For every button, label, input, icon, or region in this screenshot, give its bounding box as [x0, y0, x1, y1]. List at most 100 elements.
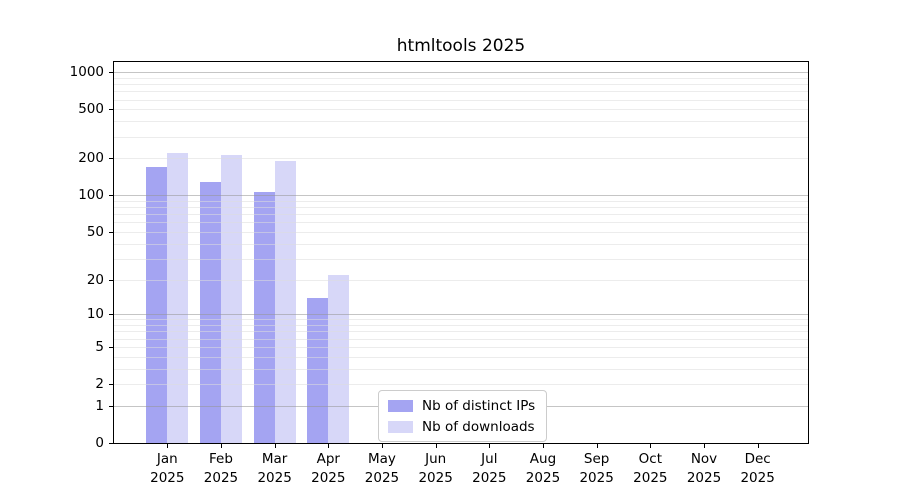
gridline-minor [114, 222, 808, 224]
gridline-minor [114, 258, 808, 260]
gridline-minor [114, 91, 808, 93]
y-tick-label: 1000 [69, 64, 104, 81]
gridline-minor [114, 84, 808, 86]
grid-layer [114, 62, 808, 443]
y-tick-mark [109, 346, 113, 348]
x-tick-mark [489, 444, 491, 448]
bar-distinct-ips [253, 192, 275, 443]
x-tick-label: Apr 2025 [296, 450, 360, 488]
y-tick-mark [109, 109, 113, 111]
gridline-major [114, 72, 808, 74]
x-tick-mark [650, 444, 652, 448]
gridline-major [114, 314, 808, 316]
x-tick-label: Jun 2025 [404, 450, 468, 488]
legend-label-downloads: Nb of downloads [422, 418, 535, 435]
y-tick-label: 10 [86, 306, 104, 323]
gridline-minor [114, 200, 808, 202]
bar-distinct-ips [199, 182, 221, 443]
legend-item-distinct-ips: Nb of distinct IPs [388, 397, 535, 414]
y-tick-label: 200 [78, 150, 104, 167]
gridline-minor [114, 214, 808, 216]
x-tick-mark [435, 444, 437, 448]
legend-label-distinct-ips: Nb of distinct IPs [422, 397, 536, 414]
x-tick-mark [328, 444, 330, 448]
x-tick-mark [704, 444, 705, 448]
y-tick-mark [109, 384, 113, 386]
x-tick-mark [542, 444, 544, 448]
gridline-minor [114, 356, 808, 358]
legend: Nb of distinct IPs Nb of downloads [378, 390, 548, 442]
x-tick-label: Feb 2025 [189, 450, 253, 488]
gridline-minor [114, 325, 808, 327]
x-tick-label: Oct 2025 [618, 450, 682, 488]
month-label: Dec [744, 451, 771, 467]
gridline-minor [114, 77, 808, 79]
month-label: Aug [529, 451, 557, 467]
legend-swatch-distinct-ips [388, 399, 413, 412]
month-label: Oct [638, 451, 662, 467]
y-tick-mark [109, 158, 113, 160]
year-label: 2025 [740, 470, 775, 486]
y-tick-mark [109, 195, 113, 197]
y-tick-label: 2 [95, 376, 104, 393]
x-tick-mark [596, 444, 598, 448]
gridline-minor [114, 232, 808, 234]
y-tick-mark [109, 314, 113, 316]
gridline-minor [114, 121, 808, 123]
x-tick-label: Sep 2025 [565, 450, 629, 488]
month-label: Feb [209, 451, 233, 467]
x-tick-label: Aug 2025 [511, 450, 575, 488]
month-label: Mar [261, 451, 288, 467]
x-tick-label: Jan 2025 [135, 450, 199, 488]
year-label: 2025 [311, 470, 346, 486]
y-tick-label: 20 [86, 271, 104, 288]
year-label: 2025 [686, 470, 722, 486]
x-tick-mark [220, 444, 222, 448]
y-tick-mark [109, 405, 113, 407]
gridline-minor [114, 384, 808, 386]
y-tick-label: 5 [95, 338, 104, 355]
x-tick-label: May 2025 [350, 450, 414, 488]
year-label: 2025 [364, 470, 400, 486]
gridline-minor [114, 99, 808, 101]
year-label: 2025 [633, 470, 668, 486]
x-tick-label: Nov 2025 [672, 450, 736, 488]
legend-swatch-downloads [388, 420, 413, 433]
bar-downloads [220, 154, 242, 443]
gridline-minor [114, 319, 808, 321]
gridline-minor [114, 243, 808, 245]
gridline-major [114, 195, 808, 197]
gridline-minor [114, 346, 808, 348]
x-tick-label: Dec 2025 [726, 450, 790, 488]
month-label: Jul [481, 451, 498, 467]
month-label: May [368, 451, 396, 467]
y-tick-mark [109, 279, 113, 281]
month-label: Nov [690, 451, 718, 467]
x-tick-mark [381, 444, 383, 448]
y-tick-mark [109, 72, 113, 74]
gridline-minor [114, 207, 808, 209]
year-label: 2025 [525, 470, 561, 486]
year-label: 2025 [472, 470, 507, 486]
gridline-minor [114, 136, 808, 138]
x-tick-mark [167, 444, 169, 448]
year-label: 2025 [579, 470, 614, 486]
gridline-minor [114, 279, 808, 281]
y-tick-label: 500 [78, 101, 104, 118]
year-label: 2025 [257, 470, 292, 486]
chart-title: htmltools 2025 [396, 36, 526, 56]
month-label: Apr [316, 451, 340, 467]
y-tick-label: 100 [78, 187, 104, 204]
x-tick-mark [274, 444, 276, 448]
legend-item-downloads: Nb of downloads [388, 418, 535, 435]
y-tick-label: 1 [95, 397, 104, 414]
gridline-minor [114, 368, 808, 370]
gridline-minor [114, 109, 808, 111]
year-label: 2025 [150, 470, 185, 486]
bar-downloads [328, 274, 350, 443]
year-label: 2025 [203, 470, 239, 486]
plot-area [113, 61, 809, 444]
bar-distinct-ips [146, 167, 168, 443]
gridline-minor [114, 331, 808, 333]
